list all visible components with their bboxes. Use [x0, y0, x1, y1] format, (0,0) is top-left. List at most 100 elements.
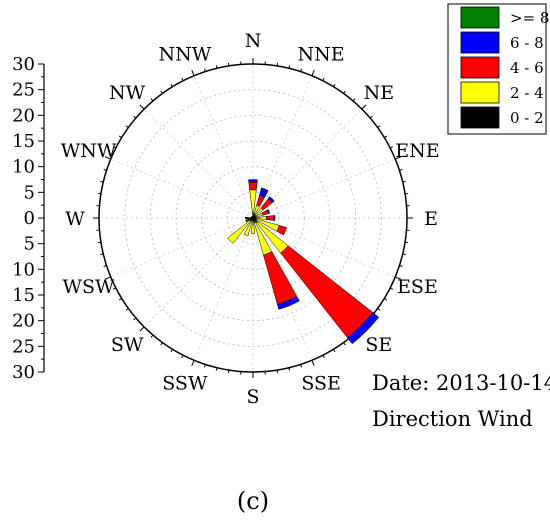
direction-label-ene: ENE: [395, 140, 439, 162]
outer-tick: [395, 156, 402, 160]
outer-tick: [170, 349, 173, 353]
outer-tick: [133, 115, 137, 119]
grid-spoke: [143, 108, 254, 219]
direction-label-n: N: [245, 30, 262, 52]
radial-tick-label: 25: [12, 80, 35, 101]
direction-label-nnw: NNW: [158, 44, 211, 66]
outer-tick: [100, 253, 104, 256]
outer-tick: [288, 367, 291, 371]
outer-tick: [100, 180, 104, 183]
radial-tick-label: 10: [12, 259, 35, 280]
outer-tick: [311, 360, 315, 367]
outer-tick: [104, 276, 111, 280]
outer-tick: [343, 342, 346, 346]
legend-label: 0 - 2: [510, 109, 544, 127]
legend: >= 8 6 - 8 4 - 6 2 - 4 0 - 2: [447, 3, 549, 135]
outer-tick: [322, 354, 325, 359]
outer-tick: [204, 364, 206, 368]
outer-tick: [377, 125, 381, 128]
radial-tick-label: 10: [12, 157, 35, 178]
direction-label-sse: SSE: [301, 372, 341, 394]
outer-tick: [384, 135, 388, 138]
outer-tick: [322, 77, 325, 82]
radial-tick-label: 20: [12, 311, 35, 332]
legend-label: 2 - 4: [510, 84, 544, 102]
outer-tick: [300, 364, 302, 368]
outer-tick: [399, 169, 403, 171]
outer-tick: [395, 276, 402, 280]
wedge-wsw-bin-0: [245, 217, 254, 223]
direction-label-e: E: [424, 208, 438, 230]
date-annotation: Date: 2013-10-14: [372, 371, 550, 395]
outer-tick: [384, 298, 388, 301]
outer-tick: [402, 180, 406, 183]
radial-tick-label: 20: [12, 105, 35, 126]
wedge-s-bin-1: [250, 220, 256, 234]
chart-annotation-direction-wind: Direction Wind: [372, 407, 533, 431]
direction-label-ne: NE: [364, 82, 395, 104]
outer-tick: [133, 317, 137, 321]
outer-tick: [389, 287, 394, 290]
outer-tick: [103, 265, 107, 267]
outer-tick: [215, 65, 218, 69]
outer-tick: [125, 308, 129, 311]
radial-tick-label: 25: [12, 336, 35, 357]
grid-ring: [149, 114, 357, 322]
direction-label-ese: ESE: [397, 276, 438, 298]
wedge-e-bin-3: [273, 215, 276, 221]
outer-tick: [181, 354, 184, 359]
wedge-ese-bin-2: [276, 225, 287, 236]
radial-tick-label: 5: [24, 234, 35, 255]
direction-label-ssw: SSW: [162, 372, 208, 394]
outer-tick: [343, 90, 346, 94]
radial-tick-label: 15: [12, 285, 35, 306]
outer-tick: [118, 298, 122, 301]
wedge-n-bin-2: [248, 181, 258, 191]
direction-label-w: W: [65, 208, 85, 230]
grid-spoke: [193, 217, 254, 361]
outer-tick: [369, 115, 373, 119]
radial-tick-label: 30: [12, 362, 35, 383]
direction-label-nne: NNE: [298, 44, 345, 66]
legend-label: 4 - 6: [510, 59, 544, 77]
wedge-sw-bin-1: [227, 220, 251, 244]
grid-ring: [124, 89, 382, 347]
wedge-w-bin-0: [245, 216, 254, 220]
outer-tick: [150, 334, 154, 338]
outer-tick: [191, 360, 195, 367]
legend-swatch: [460, 81, 500, 104]
polar-grid: [93, 58, 413, 378]
outer-tick: [112, 146, 117, 149]
direction-label-s: S: [246, 386, 259, 408]
outer-tick: [333, 83, 336, 87]
outer-tick: [104, 156, 111, 160]
legend-label: >= 8: [510, 9, 549, 27]
figure-caption: (c): [237, 487, 269, 515]
outer-tick: [215, 367, 218, 371]
wedge-se-bin-3: [347, 312, 380, 345]
outer-tick: [300, 68, 302, 72]
wind-bars: [227, 179, 380, 345]
legend-swatch: [460, 6, 500, 29]
grid-spoke: [110, 217, 254, 278]
outer-tick: [333, 349, 336, 353]
grid-spoke: [110, 158, 254, 219]
outer-tick: [204, 68, 206, 72]
outer-tick: [139, 104, 145, 110]
wedge-ssw-bin-1: [243, 220, 253, 237]
outer-tick: [288, 65, 291, 69]
direction-label-sw: SW: [111, 334, 144, 356]
radial-tick-label: 15: [12, 131, 35, 152]
direction-label-nw: NW: [109, 82, 146, 104]
outer-tick: [352, 98, 356, 102]
radial-axis: 30 25 20 15 10 5 0 5 10 15 20 25 30: [12, 54, 45, 383]
outer-tick: [377, 308, 381, 311]
radial-tick-label: 5: [24, 182, 35, 203]
outer-tick: [160, 342, 163, 346]
outer-tick: [361, 104, 367, 110]
radial-tick-label: 30: [12, 54, 35, 75]
outer-tick: [402, 253, 406, 256]
outer-tick: [399, 265, 403, 267]
outer-tick: [181, 77, 184, 82]
